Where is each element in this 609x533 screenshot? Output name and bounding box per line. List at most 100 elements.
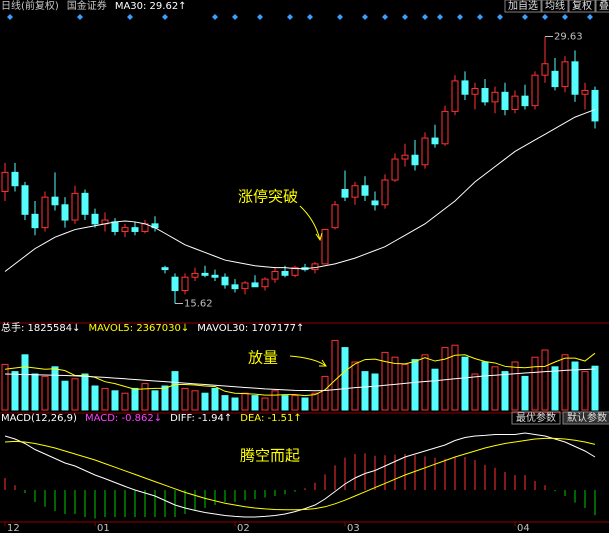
info-marker: [127, 14, 133, 20]
volume-bar: [321, 375, 329, 411]
candle-body: [81, 192, 89, 215]
candle-body: [191, 272, 199, 278]
panel-header: DIFF: -1.94↑: [170, 413, 232, 424]
volume-bar: [101, 387, 109, 411]
volume-bar: [121, 392, 129, 411]
toolbar-button-label[interactable]: 均线: [545, 0, 565, 12]
volume-bar: [451, 344, 459, 411]
volume-bar: [11, 371, 19, 411]
toolbar-button[interactable]: [504, 0, 542, 13]
volume-bar: [461, 356, 469, 411]
volume-bar: [31, 373, 39, 411]
candle-body: [341, 189, 349, 198]
panel-header: MACD: -0.862↓: [85, 413, 162, 424]
volume-bar: [361, 371, 369, 411]
volume-bar: [551, 366, 559, 411]
annotation-arrow: [299, 205, 323, 242]
candle-body: [541, 63, 549, 76]
panel-header: 国金证券: [67, 0, 107, 12]
info-marker: [232, 14, 238, 20]
candle-body: [591, 89, 599, 122]
volume-bar: [271, 390, 279, 411]
info-marker: [307, 14, 313, 20]
volume-bar: [491, 366, 499, 411]
candle-body: [531, 74, 539, 107]
param-button-label[interactable]: 最优参数: [516, 411, 556, 424]
candle-body: [391, 158, 399, 181]
candle-body: [211, 274, 219, 278]
volume-bar: [241, 392, 249, 411]
candle-body: [351, 185, 359, 198]
candle-body: [91, 213, 99, 225]
candle-body: [481, 88, 489, 103]
candle-body: [251, 282, 259, 288]
volume-bar: [71, 378, 79, 411]
candle-body: [331, 204, 339, 229]
candle-body: [271, 270, 279, 280]
volume-bar: [281, 395, 289, 411]
info-marker: [362, 14, 368, 20]
info-marker: [287, 14, 293, 20]
annotation: 涨停突破: [238, 188, 298, 206]
volume-bar: [61, 380, 69, 411]
volume-bar: [341, 347, 349, 411]
panel-header: MAVOL30: 1707177↑: [197, 323, 304, 334]
candle-body: [21, 185, 29, 215]
volume-bar: [481, 361, 489, 411]
high-label: 29.63: [554, 31, 583, 42]
info-marker: [422, 14, 428, 20]
volume-bar: [411, 359, 419, 411]
candle-body: [451, 80, 459, 112]
volume-bar: [531, 356, 539, 411]
volume-bar: [261, 397, 269, 411]
panel-header: 总手: 1825584↓: [1, 321, 80, 334]
info-marker: [7, 14, 13, 20]
info-marker: [587, 14, 593, 20]
toolbar-button[interactable]: [541, 0, 569, 13]
volume-bar: [181, 387, 189, 411]
indicator-line: [4, 109, 596, 272]
toolbar-button[interactable]: [595, 0, 609, 13]
info-marker: [77, 14, 83, 20]
candle-body: [561, 61, 569, 88]
toolbar-button-label[interactable]: 复权: [572, 0, 592, 12]
candle-body: [111, 221, 119, 232]
candle-body: [71, 192, 79, 221]
candle-body: [171, 276, 179, 292]
panel-header: MAVOL5: 2367030↓: [88, 323, 189, 334]
candle-body: [431, 137, 439, 145]
volume-bar: [431, 368, 439, 411]
toolbar-button-label[interactable]: 加自选: [508, 0, 538, 12]
volume-bar: [501, 371, 509, 411]
info-marker: [522, 14, 528, 20]
low-label: 15.62: [184, 299, 213, 310]
param-button-label[interactable]: 默认参数: [567, 411, 607, 424]
candle-body: [281, 270, 289, 276]
annotation: 腾空而起: [240, 447, 300, 465]
param-button[interactable]: [511, 411, 561, 425]
x-tick-label: 04: [517, 523, 530, 533]
indicator-line: [4, 352, 596, 397]
volume-bar: [221, 395, 229, 411]
candle-body: [421, 137, 429, 166]
volume-bar: [171, 371, 179, 411]
x-tick-label: 03: [347, 523, 360, 533]
volume-bar: [251, 395, 259, 411]
param-button[interactable]: [562, 411, 609, 425]
volume-bar: [351, 361, 359, 411]
info-marker: [562, 14, 568, 20]
candle-body: [401, 154, 409, 160]
volume-bar: [161, 385, 169, 411]
volume-bar: [441, 347, 449, 411]
candle-body: [511, 95, 519, 110]
candle-body: [521, 95, 529, 107]
volume-bar: [421, 354, 429, 411]
toolbar-button[interactable]: [568, 0, 596, 13]
panel-header: DEA: -1.51↑: [240, 413, 301, 424]
toolbar-button-label[interactable]: 叠: [599, 0, 609, 12]
x-tick-label: 02: [237, 523, 250, 533]
indicator-line: [4, 437, 596, 511]
volume-bar: [521, 375, 529, 411]
candle-body: [31, 213, 39, 229]
volume-bar: [231, 397, 239, 411]
